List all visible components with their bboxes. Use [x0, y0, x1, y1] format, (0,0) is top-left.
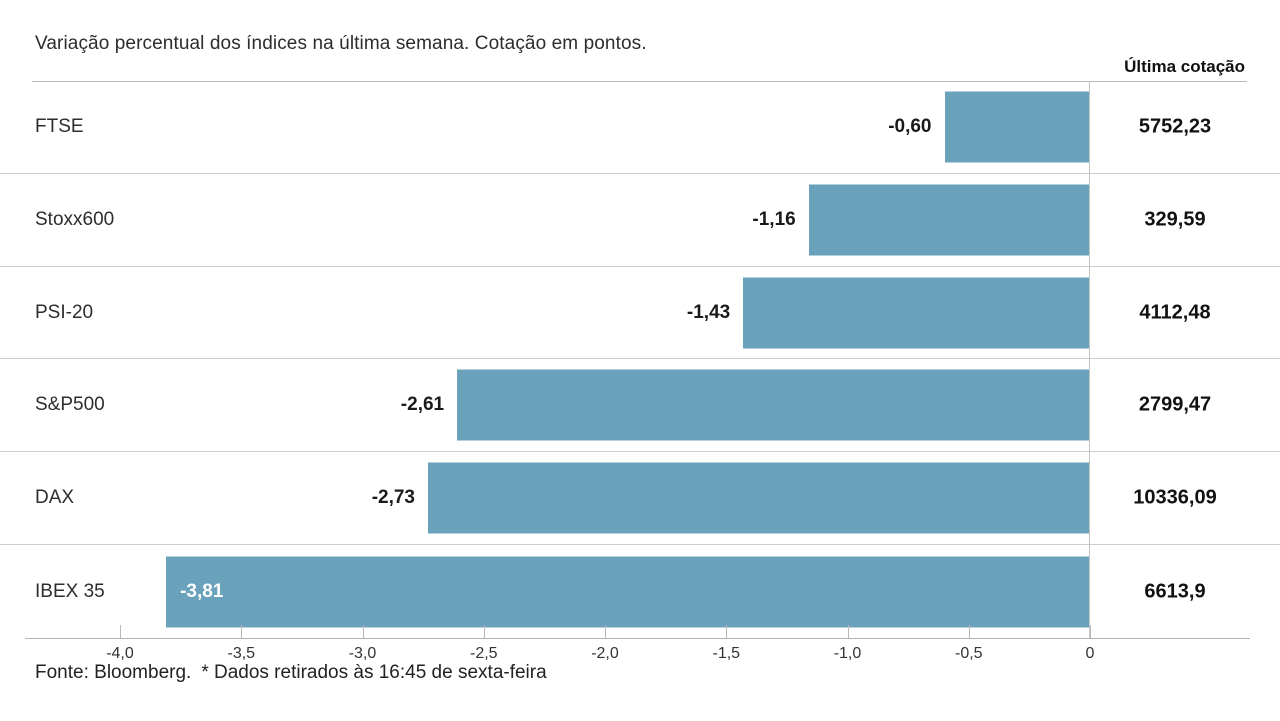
x-tick-label: -3,0 [348, 645, 377, 662]
x-tick-label: -4,0 [106, 645, 134, 662]
bar [944, 91, 1090, 163]
bar-value-label: -1,16 [752, 208, 796, 230]
x-tick-mark [726, 625, 728, 638]
index-label: PSI-20 [35, 301, 94, 323]
last-quote-value: 10336,09 [1133, 486, 1217, 509]
header-divider [32, 81, 1247, 82]
last-quote-value: 2799,47 [1138, 393, 1212, 416]
last-quote-value: 5752,23 [1138, 115, 1212, 138]
x-tick-label: -2,0 [591, 645, 619, 662]
bar [428, 462, 1090, 534]
index-label: S&P500 [35, 394, 105, 416]
bar-row: S&P500 -2,61 2799,47 [0, 359, 1280, 453]
x-tick-mark [362, 625, 364, 638]
bar-value-label: -1,43 [686, 301, 731, 323]
bar-rows-container: FTSE -0,60 5752,23 Stoxx600 -1,16 329,59 PSI-2… [0, 81, 1280, 638]
x-tick-label: -1,5 [712, 645, 741, 662]
x-tick-label: -1,0 [833, 645, 862, 662]
bar-row: DAX -2,73 10336,09 [0, 452, 1280, 546]
source-note: Fonte: Bloomberg. * Dados retirados às 16… [35, 662, 547, 684]
last-quote-value: 4112,48 [1139, 301, 1211, 324]
bar [743, 277, 1090, 349]
x-axis-line [25, 638, 1250, 639]
last-quote-value: 6613,9 [1144, 580, 1206, 603]
index-label: FTSE [35, 115, 84, 137]
chart-title: Variação percentual dos índices na últim… [35, 33, 647, 54]
source-text: Fonte: Bloomberg. [35, 662, 192, 683]
x-tick-label: -3,5 [227, 645, 256, 662]
last-quote-column-header: Última cotação [1124, 57, 1245, 76]
zero-axis-line [1089, 81, 1090, 638]
x-tick-mark [1090, 625, 1091, 638]
bar-row: IBEX 35 -3,81 6613,9 [0, 545, 1280, 638]
bar-row: FTSE -0,60 5752,23 [0, 81, 1280, 174]
bar-row: PSI-20 -1,43 4112,48 [0, 267, 1280, 360]
x-tick-label: -0,5 [955, 645, 983, 662]
x-tick-mark [120, 625, 121, 638]
bar [457, 369, 1090, 441]
x-tick-mark [483, 625, 485, 638]
bar-value-label: -3,81 [180, 580, 224, 602]
bar-value-label: -2,73 [371, 487, 415, 509]
footnote-text: * Dados retirados às 16:45 de sexta-feir… [201, 662, 547, 683]
x-tick-mark [241, 625, 243, 638]
index-label: Stoxx600 [35, 208, 115, 230]
index-label: DAX [35, 487, 75, 509]
x-tick-mark [605, 625, 606, 638]
bar-value-label: -0,60 [888, 115, 932, 137]
x-tick-mark [968, 625, 970, 638]
x-tick-label: -2,5 [470, 645, 498, 662]
bar [166, 556, 1090, 628]
bar-value-label: -2,61 [400, 394, 445, 416]
x-tick-label: 0 [1085, 645, 1095, 662]
index-label: IBEX 35 [35, 580, 105, 602]
last-quote-value: 329,59 [1144, 208, 1206, 231]
bar-row: Stoxx600 -1,16 329,59 [0, 174, 1280, 267]
bar [808, 184, 1090, 256]
x-tick-mark [847, 625, 849, 638]
